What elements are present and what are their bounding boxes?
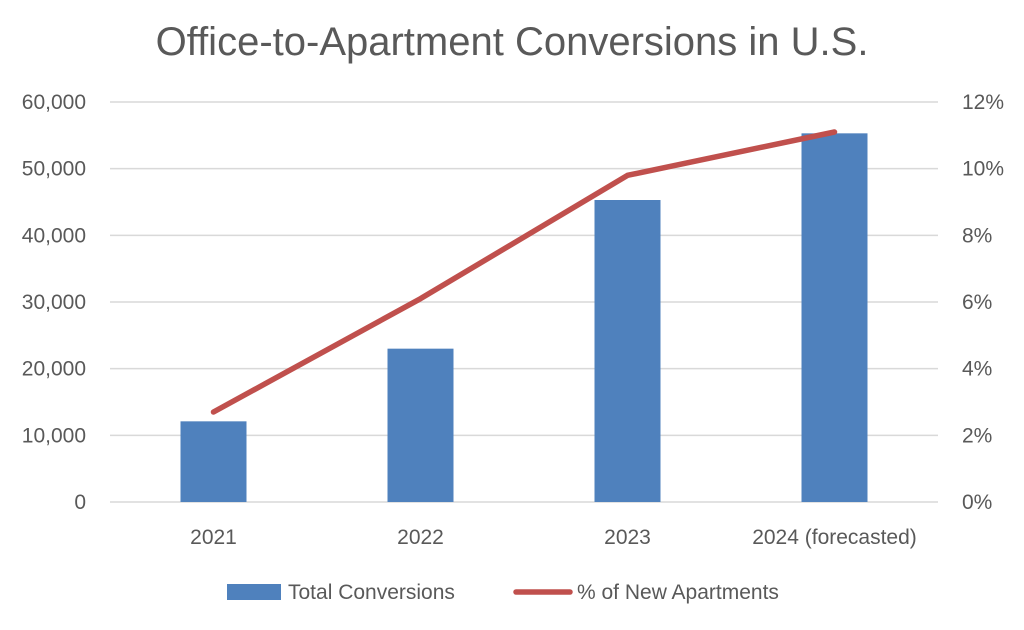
bar [801, 133, 868, 503]
x-tick-label: 2022 [397, 526, 444, 549]
y-left-tick-label: 50,000 [22, 158, 86, 181]
legend-label-line: % of New Apartments [577, 581, 779, 604]
bar [387, 348, 454, 502]
y-left-tick-label: 10,000 [22, 424, 86, 447]
y-right-tick-label: 4% [962, 358, 992, 381]
bar [594, 200, 661, 502]
bar [180, 421, 247, 502]
y-right-tick-label: 6% [962, 291, 992, 314]
legend-swatch-bars [227, 584, 281, 600]
chart-title: Office-to-Apartment Conversions in U.S. [155, 20, 869, 64]
y-right-tick-label: 0% [962, 491, 992, 514]
x-tick-label: 2021 [190, 526, 237, 549]
y-left-tick-label: 30,000 [22, 291, 86, 314]
x-tick-label: 2024 (forecasted) [752, 526, 917, 549]
y-right-tick-label: 10% [962, 158, 1004, 181]
x-tick-label: 2023 [604, 526, 651, 549]
y-left-tick-label: 20,000 [22, 358, 86, 381]
y-right-tick-label: 12% [962, 91, 1004, 114]
y-left-tick-label: 0 [74, 491, 86, 514]
y-right-tick-label: 2% [962, 424, 992, 447]
y-left-tick-label: 40,000 [22, 224, 86, 247]
legend-label-bars: Total Conversions [288, 581, 455, 604]
line-series-percent-new-apartments [210, 129, 838, 415]
y-right-tick-label: 8% [962, 224, 992, 247]
y-left-tick-label: 60,000 [22, 91, 86, 114]
